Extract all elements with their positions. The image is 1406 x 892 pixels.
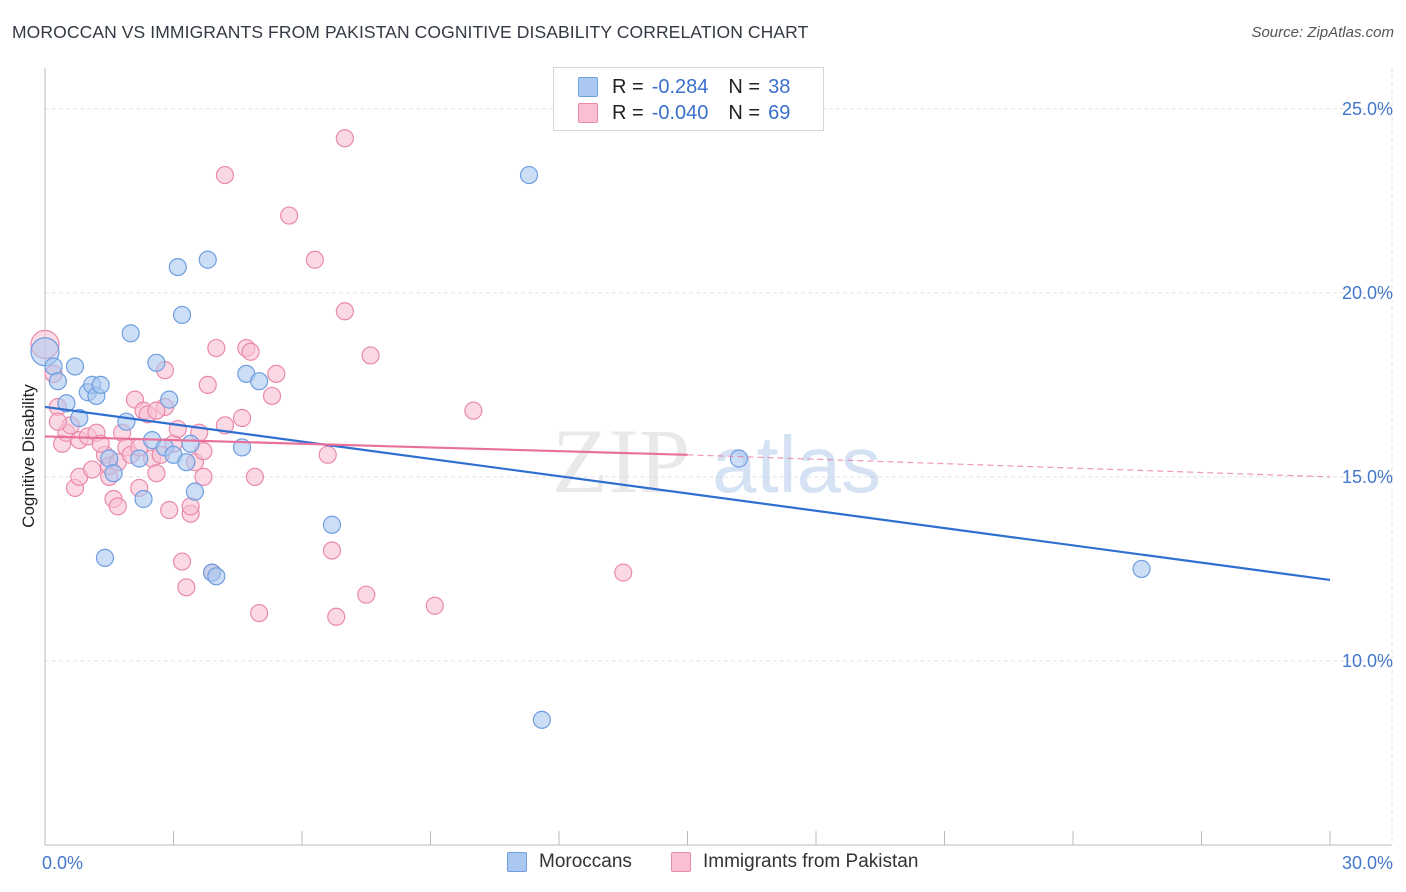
y-axis-label: Cognitive Disability xyxy=(19,384,38,528)
y-tick-label: 25.0% xyxy=(1342,99,1393,119)
point-pakistan xyxy=(335,302,354,321)
point-pakistan xyxy=(280,206,299,225)
point-pakistan xyxy=(322,541,342,560)
axes xyxy=(44,68,1393,846)
bottom-legend-moroccans[interactable]: Moroccans xyxy=(507,851,632,873)
point-pakistan xyxy=(357,585,376,604)
y-tick-label: 20.0% xyxy=(1342,283,1393,303)
point-moroccans xyxy=(95,548,115,567)
point-pakistan xyxy=(172,552,192,571)
point-moroccans xyxy=(65,357,85,376)
trend-line-moroccans xyxy=(44,405,1331,582)
point-pakistan xyxy=(177,578,196,597)
point-moroccans xyxy=(57,394,76,413)
point-pakistan xyxy=(267,364,286,383)
point-pakistan xyxy=(335,129,354,148)
point-moroccans xyxy=(185,482,205,501)
bottom-legend-label-pakistan: Immigrants from Pakistan xyxy=(703,851,919,872)
source-credit: Source: ZipAtlas.com xyxy=(1251,24,1394,41)
point-pakistan xyxy=(91,434,110,453)
legend-swatch-pakistan xyxy=(578,103,598,123)
point-pakistan xyxy=(318,445,337,464)
point-pakistan xyxy=(198,375,217,394)
point-pakistan xyxy=(48,412,67,431)
point-pakistan xyxy=(215,165,234,185)
point-pakistan xyxy=(425,596,444,615)
tick-labels: 10.0% 15.0% 20.0% 25.0% 0.0% 30.0% xyxy=(42,99,1393,873)
point-pakistan xyxy=(305,250,324,269)
series-pakistan-points xyxy=(30,129,633,626)
point-pakistan xyxy=(147,464,166,483)
y-tick-label: 15.0% xyxy=(1342,467,1393,487)
point-moroccans xyxy=(172,305,192,325)
watermark-zip: ZIP xyxy=(552,410,690,512)
legend-n-label: N = xyxy=(728,75,761,98)
point-moroccans xyxy=(1132,559,1151,579)
point-moroccans xyxy=(134,489,153,509)
legend-n-value: 69 xyxy=(768,101,791,124)
y-tick-label: 10.0% xyxy=(1342,651,1393,671)
point-moroccans xyxy=(168,257,187,277)
point-moroccans xyxy=(160,390,179,409)
point-moroccans xyxy=(70,408,89,428)
bottom-legend-swatch-pakistan xyxy=(671,852,691,872)
legend-r-value: -0.284 xyxy=(651,75,709,98)
point-pakistan xyxy=(83,460,102,479)
bottom-legend-swatch-moroccans xyxy=(507,852,527,872)
legend-row-moroccans: R = -0.284 N = 38 xyxy=(578,75,790,99)
bottom-legend-pakistan[interactable]: Immigrants from Pakistan xyxy=(671,851,918,873)
point-moroccans xyxy=(181,434,200,453)
point-moroccans xyxy=(177,453,196,472)
bottom-legend-label-moroccans: Moroccans xyxy=(539,851,632,872)
legend-r-label: R = xyxy=(612,75,644,98)
point-pakistan xyxy=(241,342,260,361)
trend-line-pakistan xyxy=(44,435,688,456)
point-moroccans xyxy=(117,412,136,431)
point-moroccans xyxy=(147,353,166,372)
point-pakistan xyxy=(262,386,282,406)
point-moroccans xyxy=(322,515,342,534)
x-tick-label: 0.0% xyxy=(42,853,83,873)
point-pakistan xyxy=(464,401,483,420)
correlation-legend: R = -0.284 N = 38 R = -0.040 N = 69 xyxy=(553,67,824,131)
legend-n-label: N = xyxy=(728,101,761,124)
point-moroccans xyxy=(250,372,269,391)
point-moroccans xyxy=(104,464,123,483)
point-pakistan xyxy=(207,338,226,358)
legend-n-value: 38 xyxy=(768,75,791,98)
point-moroccans xyxy=(207,567,226,586)
point-pakistan xyxy=(232,408,252,428)
chart-title: MOROCCAN VS IMMIGRANTS FROM PAKISTAN COG… xyxy=(12,22,809,42)
series-moroccans-points xyxy=(30,165,1151,729)
point-pakistan xyxy=(614,563,633,582)
point-moroccans xyxy=(130,449,149,468)
point-pakistan xyxy=(245,467,264,487)
point-pakistan xyxy=(250,603,269,623)
point-moroccans xyxy=(729,449,749,468)
x-tick-label: 30.0% xyxy=(1342,853,1393,873)
point-moroccans xyxy=(91,375,110,394)
legend-r-value: -0.040 xyxy=(651,101,709,124)
point-pakistan xyxy=(108,497,127,516)
point-moroccans xyxy=(532,710,551,729)
legend-r-label: R = xyxy=(612,101,644,124)
point-pakistan xyxy=(361,346,380,365)
point-moroccans xyxy=(121,324,140,343)
point-moroccans xyxy=(198,250,217,269)
point-moroccans xyxy=(48,372,67,391)
legend-swatch-moroccans xyxy=(578,77,598,97)
point-pakistan xyxy=(194,467,213,487)
gridlines xyxy=(45,108,1392,662)
point-moroccans xyxy=(519,165,539,185)
point-pakistan xyxy=(160,500,179,520)
trend-lines xyxy=(44,405,1331,582)
point-pakistan xyxy=(147,401,166,420)
legend-row-pakistan: R = -0.040 N = 69 xyxy=(578,101,790,125)
trend-line-pakistan-extension xyxy=(687,454,1331,478)
point-pakistan xyxy=(327,607,346,626)
